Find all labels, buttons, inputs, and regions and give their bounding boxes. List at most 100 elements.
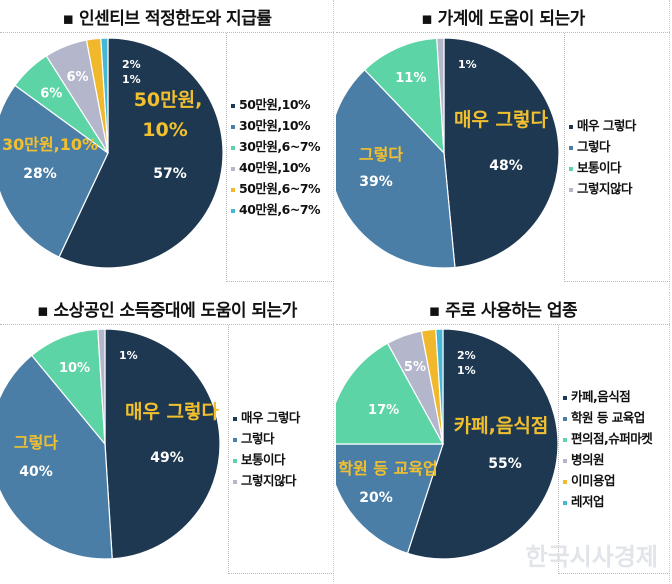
pie-slice <box>336 68 456 269</box>
legend-label: 40만원,6~7% <box>239 202 321 217</box>
pie-slice <box>100 37 109 154</box>
legend-swatch <box>563 395 567 400</box>
legend-swatch <box>569 145 573 150</box>
data-label: 5% <box>404 360 426 375</box>
chart-title: ▪ 소상공인 소득증대에 도움이 되는가 <box>37 301 297 321</box>
legend-item: 보통이다 <box>569 157 636 178</box>
legend-label: 병의원 <box>571 452 605 467</box>
legend-swatch <box>569 166 573 171</box>
legend-label: 보통이다 <box>577 160 622 175</box>
chart-panel-4: ▪ 주로 사용하는 업종 55% 20% 17% 5% 2% 1% 카페,음식점 학원 등 교육… <box>336 292 670 582</box>
category-annotation: 그렇다 <box>14 433 58 452</box>
legend-item: 매우 그렇다 <box>233 407 300 428</box>
data-label: 55% <box>488 456 522 472</box>
legend-item: 50만원,6~7% <box>231 178 321 199</box>
data-label: 39% <box>359 174 393 190</box>
legend-swatch <box>569 124 573 129</box>
divider <box>0 324 334 325</box>
legend-swatch <box>233 479 237 484</box>
pie-slice <box>336 443 444 555</box>
legend-item: 매우 그렇다 <box>569 115 636 136</box>
data-label: 40% <box>19 464 53 480</box>
legend-item: 그렇지않다 <box>233 470 300 491</box>
pie-slice <box>435 328 444 445</box>
category-annotation: 학원 등 교육업 <box>338 459 437 478</box>
divider <box>336 324 670 325</box>
data-label: 20% <box>359 490 393 506</box>
legend-label: 매우 그렇다 <box>577 118 636 133</box>
legend-swatch <box>563 479 567 484</box>
chart-panel-1: ▪ 인센티브 적정한도와 지급률 57% 28% 6% 6% 2% 1% 50만원, 10% 30… <box>0 0 334 290</box>
legend-label: 레저업 <box>571 494 605 509</box>
legend-item: 병의원 <box>563 449 652 470</box>
legend-swatch <box>231 124 235 129</box>
data-label: 6% <box>66 70 88 85</box>
legend-label: 50만원,10% <box>239 97 311 112</box>
legend-item: 카페,음식점 <box>563 386 652 407</box>
legend-swatch <box>231 166 235 171</box>
legend-item: 그렇지않다 <box>569 178 636 199</box>
data-label: 1% <box>122 73 141 86</box>
legend-item: 편의점,슈퍼마켓 <box>563 428 653 449</box>
category-annotation: 매우 그렇다 <box>125 401 220 423</box>
pie-slice <box>406 328 559 560</box>
category-annotation: 30만원,10% <box>2 135 98 154</box>
legend-item: 레저업 <box>563 491 652 512</box>
legend-label: 학원 등 교육업 <box>571 410 645 425</box>
data-label: 1% <box>458 58 477 71</box>
data-label: 57% <box>153 166 187 182</box>
category-annotation: 50만원, <box>134 89 203 111</box>
data-label: 10% <box>59 361 90 376</box>
data-label: 1% <box>119 349 138 362</box>
divider <box>336 32 670 33</box>
legend-label: 30만원,10% <box>239 118 311 133</box>
category-annotation: 매우 그렇다 <box>454 109 549 131</box>
pie-slice <box>30 328 106 446</box>
pie-slice <box>104 328 221 560</box>
legend-swatch <box>231 208 235 213</box>
divider <box>669 292 670 582</box>
pie-slice <box>436 37 445 154</box>
pie-chart: 57% 28% 6% 6% 2% 1% 50만원, 10% 30만원,10% <box>0 37 224 269</box>
legend-label: 그렇다 <box>577 139 611 154</box>
divider <box>0 32 334 33</box>
legend-item: 30만원,6~7% <box>231 136 321 157</box>
legend-label: 50만원,6~7% <box>239 181 321 196</box>
legend-item: 이미용업 <box>563 470 652 491</box>
legend-label: 그렇다 <box>241 431 275 446</box>
data-label: 48% <box>489 158 523 174</box>
category-annotation: 10% <box>142 119 187 141</box>
legend-item: 40만원,10% <box>231 157 320 178</box>
data-label: 1% <box>457 364 476 377</box>
pie-slice <box>58 37 224 269</box>
legend-label: 매우 그렇다 <box>241 410 300 425</box>
legend-label: 보통이다 <box>241 452 286 467</box>
legend-item: 그렇다 <box>569 136 636 157</box>
pie-slice <box>443 37 560 269</box>
data-label: 11% <box>395 71 426 86</box>
legend-label: 40만원,10% <box>239 160 311 175</box>
pie-slice <box>0 84 109 258</box>
legend-label: 그렇지않다 <box>241 473 297 488</box>
legend-label: 이미용업 <box>571 473 616 488</box>
legend-swatch <box>233 416 237 421</box>
category-annotation: 그렇다 <box>359 145 403 164</box>
legend-swatch <box>231 103 235 108</box>
legend-swatch <box>233 458 237 463</box>
legend-item: 그렇다 <box>233 428 300 449</box>
legend-item: 30만원,10% <box>231 115 320 136</box>
data-label: 6% <box>40 87 62 102</box>
legend-label: 편의점,슈퍼마켓 <box>571 431 653 446</box>
legend-swatch <box>569 187 573 192</box>
chart-title: ▪ 가계에 도움이 되는가 <box>421 9 585 29</box>
data-label: 49% <box>150 450 184 466</box>
pie-slice <box>363 37 445 155</box>
legend-swatch <box>563 500 567 505</box>
legend-item: 50만원,10% <box>231 94 320 115</box>
